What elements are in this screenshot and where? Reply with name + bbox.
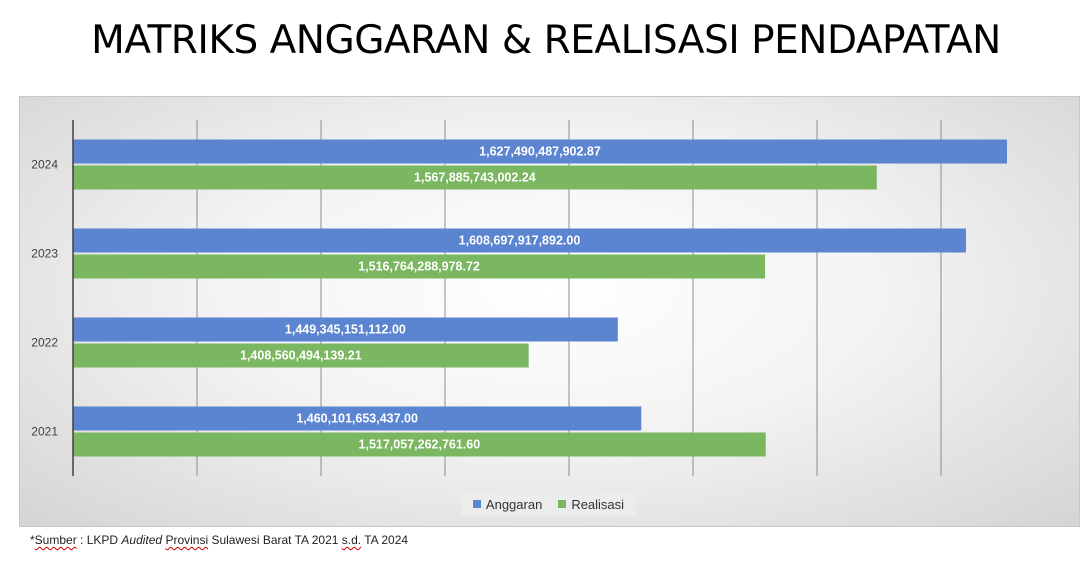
- bar-anggaran: [73, 228, 966, 253]
- data-label-anggaran: 1,608,697,917,892.00: [459, 234, 581, 248]
- bar-anggaran: [73, 317, 618, 342]
- legend-item-realisasi: Realisasi: [558, 497, 624, 512]
- data-label-anggaran: 1,449,345,151,112.00: [285, 323, 406, 337]
- bar-realisasi: [73, 343, 529, 368]
- legend-label-realisasi: Realisasi: [571, 496, 625, 512]
- y-tick-label: 2023: [31, 247, 58, 261]
- legend-item-anggaran: Anggaran: [472, 496, 543, 512]
- source-text-3: Sulawesi Barat TA 2021: [208, 533, 342, 547]
- bar-anggaran: [73, 139, 1007, 164]
- source-sd: s.d.: [341, 533, 362, 547]
- y-tick-label: 2021: [31, 425, 58, 439]
- chart-legend: Anggaran Realisasi: [461, 492, 636, 516]
- data-label-anggaran: 1,627,490,487,902.87: [479, 145, 601, 159]
- source-text-1: : LKPD: [76, 533, 122, 547]
- legend-swatch-realisasi: [558, 500, 567, 508]
- data-label-anggaran: 1,460,101,653,437.00: [296, 412, 418, 426]
- bar-realisasi: [73, 165, 877, 190]
- source-provinsi: Provinsi: [165, 533, 209, 547]
- data-label-realisasi: 1,516,764,288,978.72: [358, 260, 480, 274]
- data-label-realisasi: 1,408,560,494,139.21: [240, 349, 362, 363]
- chart-title: MATRIKS ANGGARAN & REALISASI PENDAPATAN: [91, 18, 1001, 63]
- bar-realisasi: [73, 254, 766, 279]
- data-label-realisasi: 1,517,057,262,761.60: [359, 438, 481, 452]
- legend-swatch-anggaran: [472, 500, 481, 508]
- source-prefix: *: [30, 533, 35, 547]
- source-sumber: Sumber: [34, 533, 77, 547]
- data-label-realisasi: 1,567,885,743,002.24: [414, 171, 536, 185]
- y-tick-label: 2022: [31, 336, 58, 350]
- bar-realisasi: [73, 432, 766, 457]
- bar-anggaran: [73, 406, 642, 431]
- legend-label-anggaran: Anggaran: [485, 496, 543, 512]
- y-tick-label: 2024: [31, 158, 58, 172]
- source-audited: Audited: [121, 533, 163, 547]
- source-note: *Sumber : LKPD Audited Provinsi Sulawesi…: [30, 533, 408, 547]
- source-text-4: TA 2024: [361, 533, 409, 547]
